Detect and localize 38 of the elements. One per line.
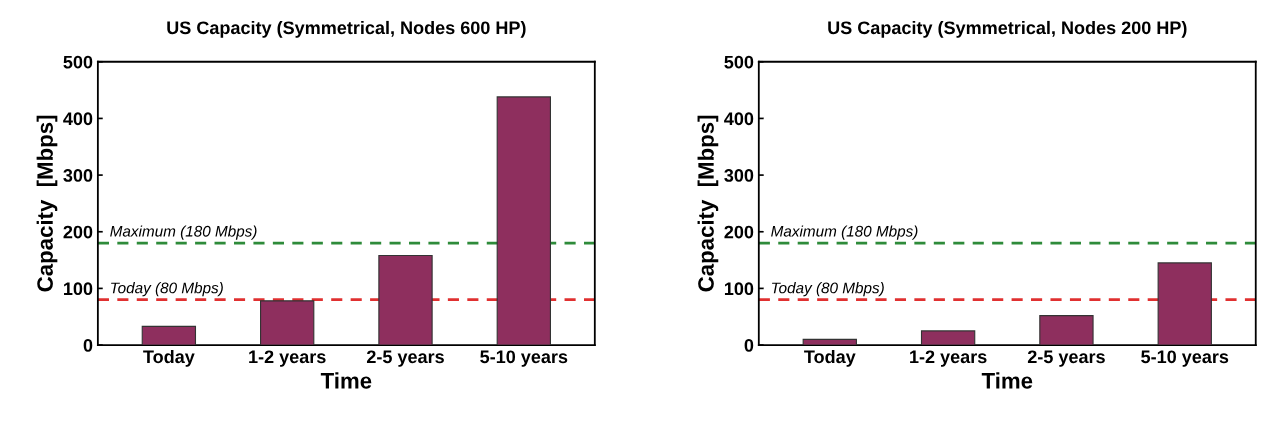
bar bbox=[1157, 262, 1212, 346]
y-tick-label: 0 bbox=[83, 338, 93, 352]
x-axis-title: Time bbox=[981, 372, 1033, 389]
bar bbox=[496, 96, 551, 346]
x-tick-label: Today bbox=[804, 349, 856, 367]
y-axis-title: Capacity [Mbps] bbox=[36, 115, 58, 292]
chart-title: US Capacity (Symmetrical, Nodes 600 HP) bbox=[167, 20, 526, 38]
x-tick-label: 1-2 years bbox=[910, 350, 987, 367]
x-tick-label: 1-2 years bbox=[249, 350, 326, 367]
y-tick-label: 100 bbox=[724, 282, 754, 296]
bar bbox=[141, 325, 197, 346]
y-tick-label: 100 bbox=[64, 282, 93, 296]
y-tick-label: 400 bbox=[63, 112, 93, 126]
ref-line-label: Today (80 Mbps) bbox=[111, 282, 223, 297]
chart-title: US Capacity (Symmetrical, Nodes 200 HP) bbox=[828, 20, 1187, 38]
x-tick-label: Today bbox=[143, 349, 195, 367]
y-tick-label: 300 bbox=[63, 169, 93, 182]
y-tick-label: 500 bbox=[63, 55, 93, 69]
ref-line-label: Maximum (180 Mbps) bbox=[110, 225, 257, 240]
y-tick-label: 200 bbox=[724, 225, 754, 239]
bar bbox=[802, 338, 857, 346]
ref-line-label: Today (80 Mbps) bbox=[772, 282, 884, 297]
x-tick-label: 2-5 years bbox=[366, 350, 444, 367]
y-axis-title: Capacity [Mbps] bbox=[697, 115, 719, 292]
x-tick-label: 2-5 years bbox=[1027, 350, 1105, 367]
bar bbox=[1039, 315, 1094, 346]
y-tick-label: 0 bbox=[744, 338, 754, 352]
bar bbox=[260, 300, 315, 346]
y-tick-label: 400 bbox=[724, 112, 754, 126]
x-axis-title: Time bbox=[320, 372, 372, 389]
ref-line-label: Maximum (180 Mbps) bbox=[771, 225, 918, 240]
x-tick-label: 5-10 years bbox=[1141, 350, 1229, 367]
bar bbox=[920, 330, 976, 346]
bar bbox=[378, 254, 433, 346]
y-tick-label: 300 bbox=[724, 169, 754, 182]
x-tick-label: 5-10 years bbox=[480, 350, 568, 367]
y-tick-label: 500 bbox=[724, 55, 754, 69]
y-tick-label: 200 bbox=[63, 225, 93, 239]
